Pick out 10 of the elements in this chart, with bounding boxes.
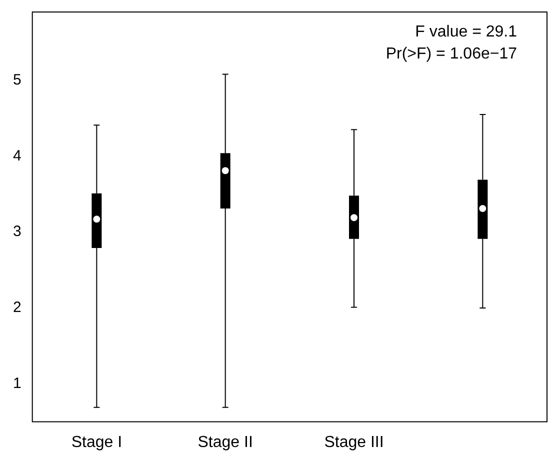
y-tick-label: 1 [13,374,22,392]
x-tick-label: Stage III [324,434,384,451]
y-tick-label: 4 [13,147,22,164]
y-tick-label: 2 [13,299,22,316]
x-tick-label: Stage II [198,434,253,451]
x-tick-label: Stage I [71,434,122,451]
annotation: F value = 29.1 [415,23,518,40]
y-tick-label: 3 [13,223,22,240]
annotation: Pr(>F) = 1.06e−17 [386,45,518,62]
y-tick-label: 5 [13,71,22,88]
